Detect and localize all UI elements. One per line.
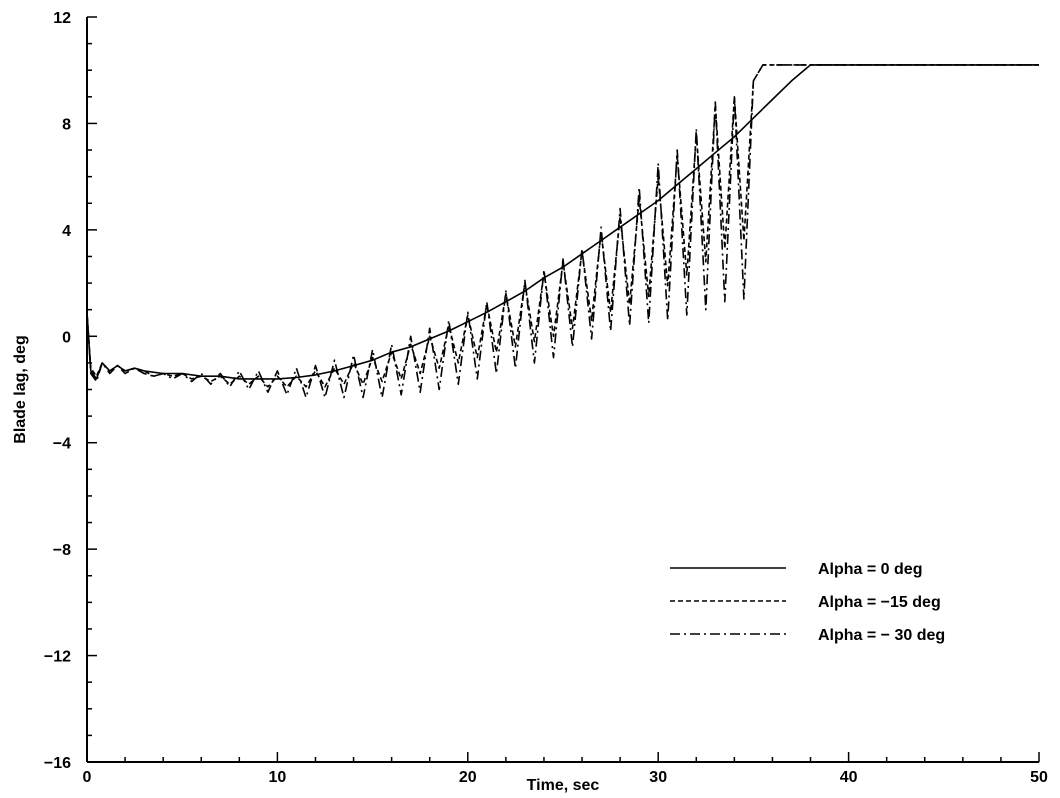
x-tick-label: 50 (1030, 769, 1048, 786)
x-tick-label: 40 (840, 769, 858, 786)
y-tick-label: −8 (53, 542, 71, 559)
axes (86, 17, 1039, 763)
y-tick-label: 0 (62, 329, 71, 346)
y-tick-label: −16 (44, 755, 71, 772)
series-lines (86, 64, 1039, 399)
y-tick-label: 4 (62, 223, 71, 240)
x-tick-label: 10 (269, 769, 287, 786)
x-tick-label: 0 (83, 769, 92, 786)
y-axis-label: Blade lag, deg (12, 335, 29, 443)
series-line-2 (86, 64, 1039, 399)
legend-label-2: Alpha = − 30 deg (818, 627, 945, 644)
y-tick-label: −4 (53, 436, 71, 453)
x-tick-label: 20 (459, 769, 477, 786)
legend-label-1: Alpha = −15 deg (818, 594, 941, 611)
y-tick-label: −12 (44, 649, 71, 666)
y-tick-label: 8 (62, 116, 71, 133)
series-line-0 (86, 64, 1039, 380)
legend: Alpha = 0 deg Alpha = −15 deg Alpha = − 30… (670, 561, 945, 644)
legend-label-0: Alpha = 0 deg (818, 561, 922, 578)
y-tick-label: 12 (53, 10, 71, 27)
series-line-1 (86, 64, 1039, 388)
ticks: 0 10 20 30 40 50 −16 −12 −8 −4 0 4 8 12 (44, 10, 1048, 786)
x-tick-label: 30 (649, 769, 667, 786)
x-axis-label: Time, sec (527, 777, 600, 794)
